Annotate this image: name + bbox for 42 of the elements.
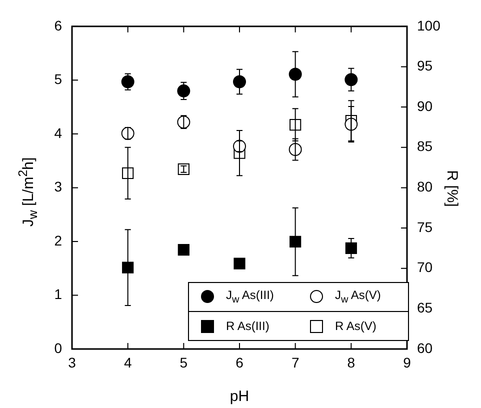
y-tick-label: 6 — [54, 17, 62, 34]
y2-tick-label: 80 — [417, 178, 433, 195]
y2-tick-label: 95 — [417, 58, 433, 74]
x-tick-label: 8 — [347, 354, 356, 370]
legend-label: R As(III) — [226, 319, 270, 333]
point — [290, 118, 302, 131]
point — [122, 167, 134, 179]
y2-tick-label: 85 — [417, 138, 433, 154]
point — [290, 236, 302, 248]
y2-tick-label: 70 — [417, 259, 433, 276]
point — [288, 68, 302, 81]
point — [233, 75, 246, 88]
y-tick-label: 2 — [54, 232, 62, 248]
point — [178, 163, 190, 175]
y2-axis-title: R [%] — [444, 169, 460, 209]
point — [122, 262, 134, 274]
legend-label: R As(V) — [335, 319, 376, 333]
legend-label: J$_{w}$ As(V) — [335, 288, 381, 306]
x-tick-label: 4 — [124, 354, 132, 370]
point — [177, 84, 190, 98]
point — [234, 258, 246, 270]
point — [345, 242, 357, 254]
x-axis-title: pH — [228, 388, 250, 405]
y-tick-label: 3 — [54, 178, 62, 195]
y2-tick-label: 60 — [417, 340, 433, 356]
x-tick-label: 9 — [403, 354, 412, 370]
y-tick-label: 0 — [54, 340, 62, 356]
point — [344, 73, 358, 86]
x-tick-label: 7 — [291, 354, 300, 370]
y-tick-label: 4 — [54, 124, 62, 141]
x-tick-label: 3 — [68, 354, 76, 370]
y2-tick-label: 90 — [417, 98, 433, 114]
point — [121, 75, 134, 88]
legend-label: J$_{w}$ As(III) — [226, 288, 274, 306]
y2-tick-label: 100 — [417, 17, 441, 34]
y-tick-label: 1 — [54, 286, 62, 302]
x-tick-label: 6 — [236, 354, 244, 370]
x-tick-label: 5 — [180, 354, 188, 370]
y-tick-label: 5 — [54, 71, 62, 88]
y2-tick-label: 65 — [417, 300, 433, 316]
y2-tick-label: 75 — [417, 218, 433, 235]
point — [178, 244, 190, 256]
